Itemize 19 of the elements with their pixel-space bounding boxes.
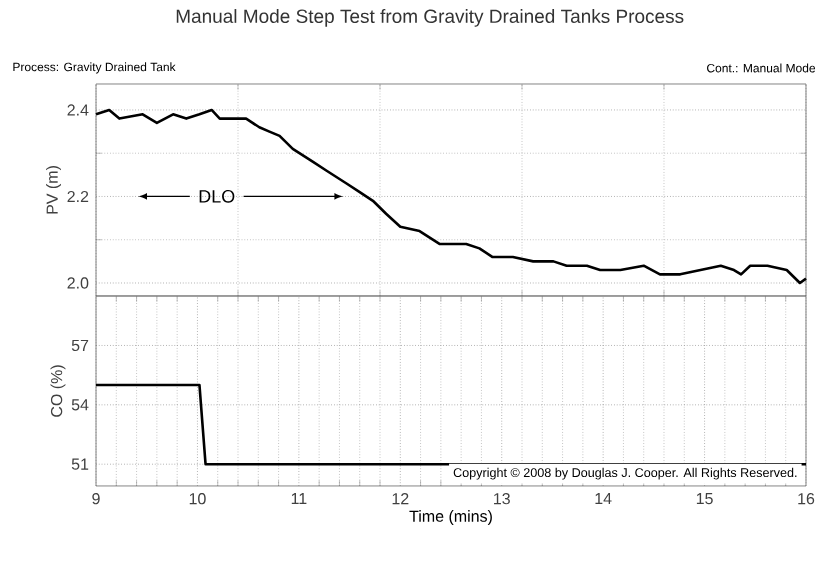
annotation: DLO: [199, 189, 235, 203]
y-tick-label: 2.4: [67, 104, 89, 116]
x-tick-label: 16: [798, 493, 815, 505]
x-tick-label: 15: [696, 493, 713, 505]
y-tick-label: 2.2: [67, 190, 89, 203]
x-tick-label: 14: [595, 493, 612, 505]
x-tick-label: 12: [392, 493, 409, 505]
chart-title: Manual Mode Step Test from Gravity Drained Tanks Process: [176, 9, 684, 27]
y-tick-label: 51: [71, 458, 89, 470]
x-tick-label: 13: [494, 493, 510, 505]
y-tick-label: 54: [71, 399, 89, 411]
y-axis-title: PV (m): [46, 166, 61, 214]
x-tick-label: 10: [189, 493, 206, 505]
x-axis-title: Time (mins): [409, 510, 492, 526]
y-axis-title: CO (%): [50, 365, 66, 417]
y-tick-label: 57: [71, 339, 89, 352]
y-tick-label: 2.0: [67, 277, 89, 289]
x-tick-label: 11: [291, 493, 307, 505]
x-tick-label: 9: [92, 493, 100, 505]
